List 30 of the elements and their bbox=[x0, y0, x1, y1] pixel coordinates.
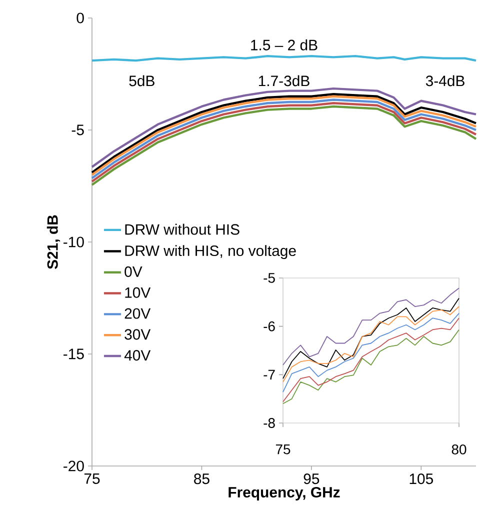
x-tick-label: 105 bbox=[410, 474, 433, 484]
line-series bbox=[282, 329, 460, 404]
y-tick-label: -6 bbox=[264, 321, 275, 332]
legend-label: DRW without HIS bbox=[125, 224, 240, 235]
annotation: 1.5 – 2 dB bbox=[251, 39, 318, 50]
annotation: 1.7-3dB bbox=[258, 75, 310, 86]
legend-label: 10V bbox=[125, 287, 151, 298]
annotation: 5dB bbox=[129, 75, 154, 86]
x-tick-label: 80 bbox=[452, 444, 466, 454]
legend-label: 20V bbox=[124, 308, 151, 319]
y-tick-label: -15 bbox=[64, 348, 84, 360]
x-tick-label: 75 bbox=[276, 444, 290, 454]
x-axis-title: Frequency, GHz bbox=[228, 486, 340, 500]
y-tick-label: -8 bbox=[264, 418, 275, 428]
x-tick-label: 85 bbox=[194, 474, 210, 484]
y-tick-label: -5 bbox=[264, 273, 275, 283]
y-tick-label: 0 bbox=[76, 12, 84, 24]
y-axis-title: S21, dB bbox=[46, 215, 60, 269]
y-tick-label: -20 bbox=[64, 460, 84, 472]
line-series bbox=[282, 288, 460, 366]
legend-label: 0V bbox=[124, 266, 142, 277]
y-tick-label: -10 bbox=[64, 236, 84, 248]
y-tick-label: -5 bbox=[72, 124, 84, 136]
legend-label: 40V bbox=[124, 350, 151, 361]
legend-label: DRW with HIS, no voltage bbox=[125, 245, 296, 260]
x-tick-label: 75 bbox=[84, 474, 100, 484]
y-tick-label: -7 bbox=[264, 370, 275, 380]
annotation: 3-4dB bbox=[426, 75, 464, 86]
x-tick-label: 95 bbox=[304, 474, 320, 484]
legend-label: 30V bbox=[124, 329, 151, 340]
